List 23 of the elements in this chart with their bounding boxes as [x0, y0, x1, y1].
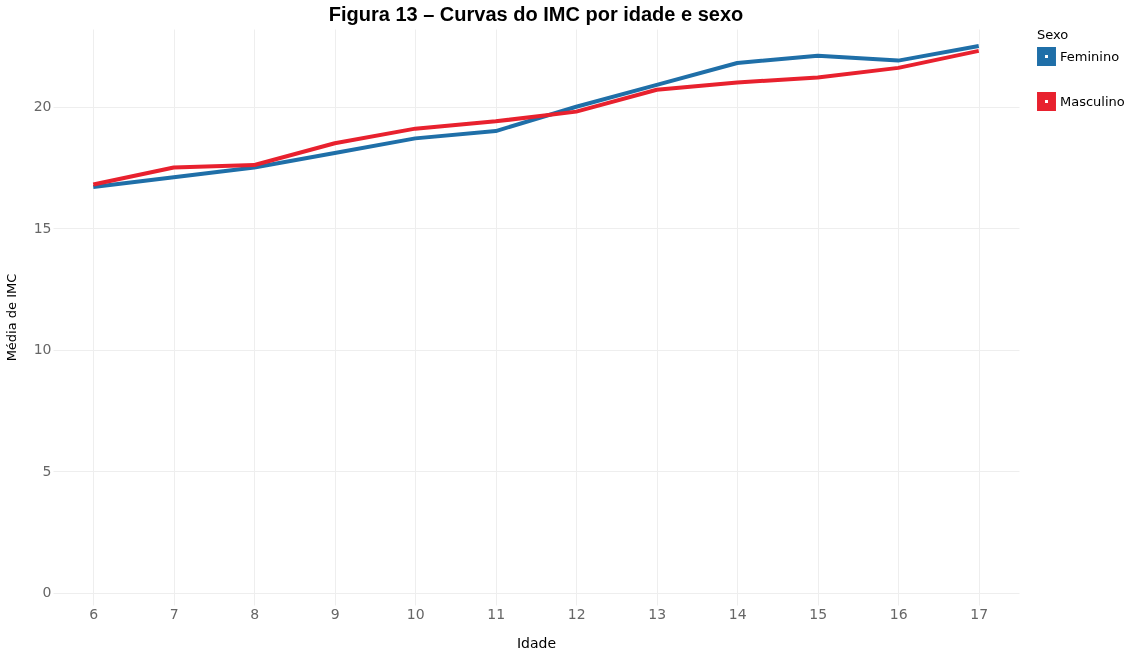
x-tick-label: 17 — [970, 605, 989, 622]
x-tick-label: 11 — [487, 605, 506, 622]
legend-title: Sexo — [1037, 27, 1069, 42]
y-tick-label: 5 — [42, 462, 52, 479]
x-tick-label: 12 — [567, 605, 586, 622]
x-tick-label: 9 — [330, 605, 340, 622]
x-tick-label: 13 — [648, 605, 667, 622]
y-tick-label: 10 — [33, 341, 52, 358]
x-tick-label: 7 — [169, 605, 179, 622]
y-tick-label: 20 — [33, 98, 52, 115]
y-tick-label: 15 — [33, 219, 52, 236]
x-tick-label: 16 — [889, 605, 908, 622]
x-tick-label: 8 — [250, 605, 260, 622]
x-tick-label: 10 — [406, 605, 425, 622]
x-axis-title: Idade — [516, 634, 557, 651]
legend-label: Masculino — [1060, 93, 1125, 109]
chart-title: Figura 13 – Curvas do IMC por idade e sexo — [328, 3, 744, 25]
x-tick-label: 15 — [809, 605, 828, 622]
legend-label: Feminino — [1060, 48, 1120, 64]
x-tick-label: 14 — [728, 605, 747, 622]
x-tick-label: 6 — [89, 605, 99, 622]
y-tick-label: 0 — [42, 584, 52, 601]
y-axis-title: Média de IMC — [3, 273, 19, 362]
